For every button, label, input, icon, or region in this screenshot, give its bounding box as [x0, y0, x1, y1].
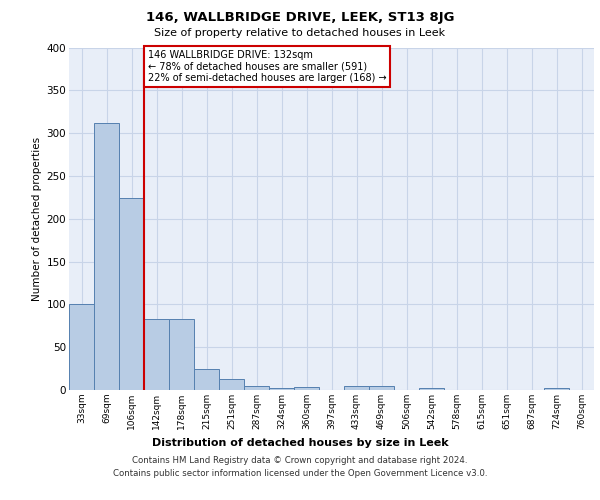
Bar	[269, 388, 294, 390]
Bar	[94, 123, 119, 390]
Text: Distribution of detached houses by size in Leek: Distribution of detached houses by size …	[152, 438, 448, 448]
Text: Size of property relative to detached houses in Leek: Size of property relative to detached ho…	[154, 28, 446, 38]
Bar	[244, 386, 269, 390]
Bar	[169, 319, 194, 390]
Text: 146 WALLBRIDGE DRIVE: 132sqm
← 78% of detached houses are smaller (591)
22% of s: 146 WALLBRIDGE DRIVE: 132sqm ← 78% of de…	[148, 50, 386, 84]
Bar	[544, 388, 569, 390]
Bar	[144, 319, 169, 390]
Bar	[119, 198, 144, 390]
Bar	[419, 388, 444, 390]
Bar	[69, 304, 94, 390]
Bar	[344, 386, 369, 390]
Text: Contains HM Land Registry data © Crown copyright and database right 2024.
Contai: Contains HM Land Registry data © Crown c…	[113, 456, 487, 477]
Text: 146, WALLBRIDGE DRIVE, LEEK, ST13 8JG: 146, WALLBRIDGE DRIVE, LEEK, ST13 8JG	[146, 11, 454, 24]
Bar	[219, 379, 244, 390]
Y-axis label: Number of detached properties: Number of detached properties	[32, 136, 43, 301]
Bar	[194, 368, 219, 390]
Bar	[294, 388, 319, 390]
Bar	[369, 386, 394, 390]
